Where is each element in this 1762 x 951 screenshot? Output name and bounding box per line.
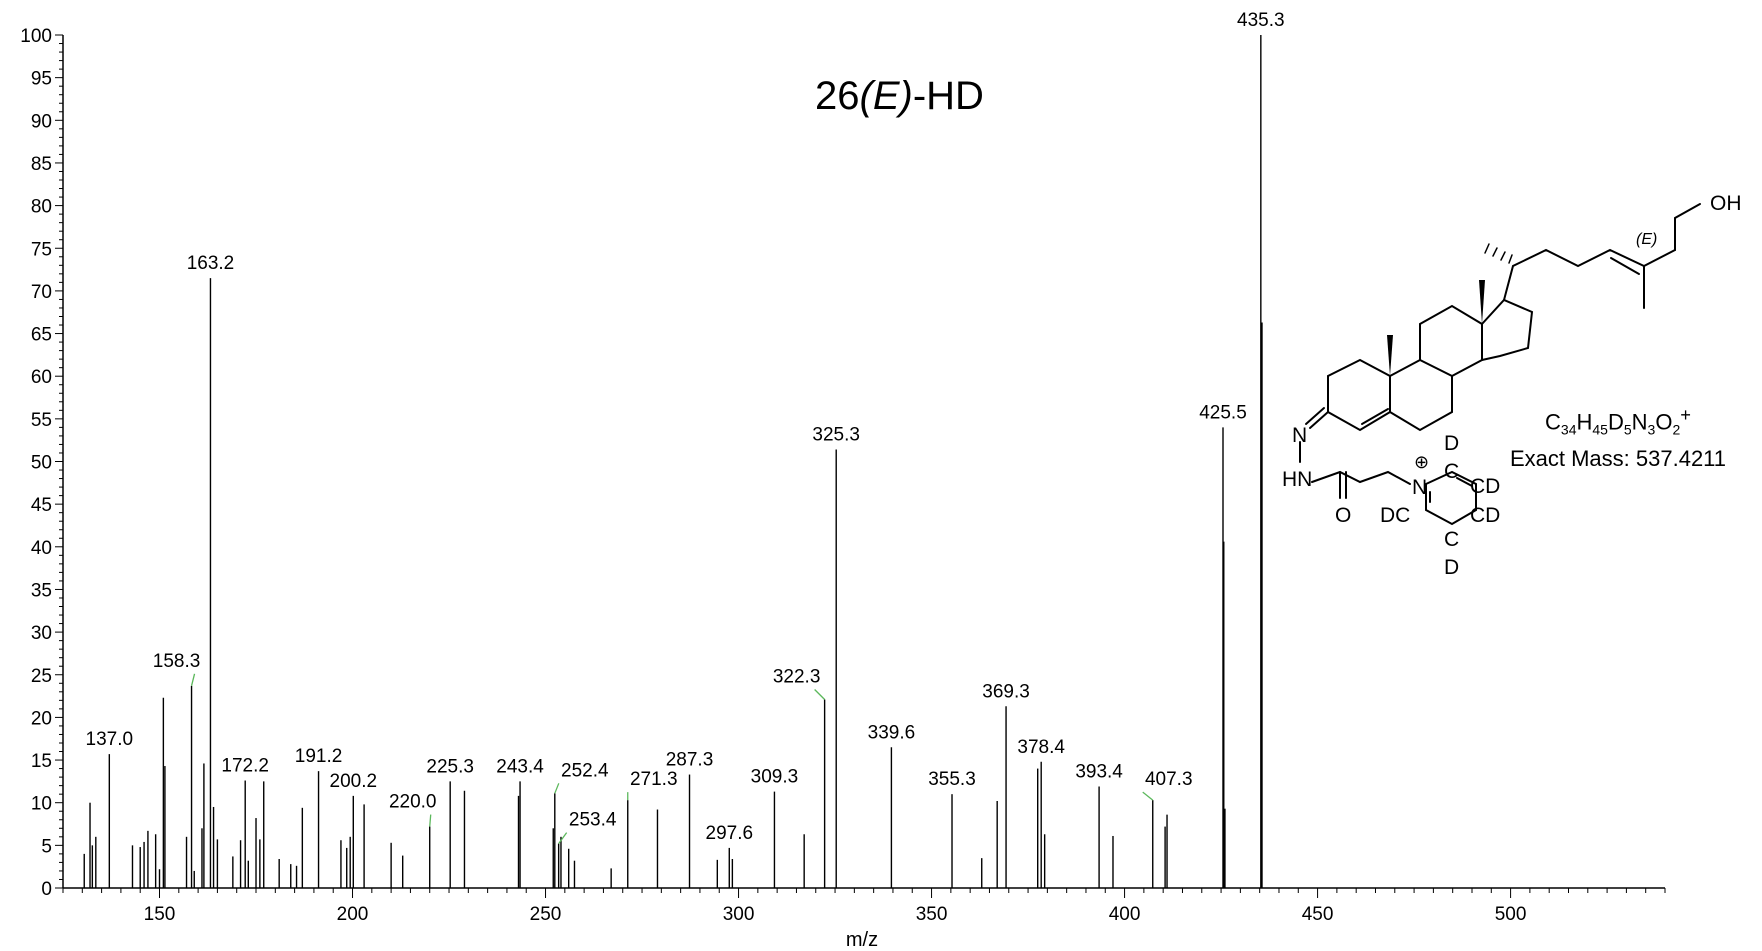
peak-label: 252.4 — [561, 760, 609, 781]
x-tick-label: 450 — [1302, 904, 1334, 925]
peak-label: 339.6 — [868, 722, 916, 743]
hydrazide-nh-label: HN — [1282, 468, 1312, 491]
peak-label: 271.3 — [630, 769, 678, 790]
molecule-structure-image: OH (E) N HN O N ⊕ C D CD CD DC C D — [1282, 192, 1742, 579]
label-leader-line — [814, 689, 826, 700]
pyridinium-n-label: N — [1412, 476, 1427, 499]
peak-label: 355.3 — [928, 769, 976, 790]
x-tick-label: 350 — [916, 904, 948, 925]
deuterium-top: D — [1444, 432, 1459, 455]
peak-label: 225.3 — [426, 756, 474, 777]
label-leader-line — [554, 783, 560, 794]
peak-label: 158.3 — [153, 651, 201, 672]
y-tick-label: 0 — [41, 879, 52, 900]
y-tick-label: 80 — [31, 197, 52, 218]
y-tick-label: 100 — [20, 26, 52, 47]
x-tick-label: 150 — [144, 904, 176, 925]
y-tick-label: 15 — [31, 751, 52, 772]
stereo-label: (E) — [1636, 231, 1657, 248]
y-tick-label: 10 — [31, 794, 52, 815]
y-tick-label: 60 — [31, 367, 52, 388]
imine-n-label: N — [1292, 424, 1307, 447]
y-tick-label: 5 — [41, 836, 52, 857]
peak-label: 369.3 — [982, 681, 1030, 702]
y-tick-label: 30 — [31, 623, 52, 644]
peak-label: 191.2 — [295, 746, 343, 767]
label-leader-line — [558, 832, 568, 845]
peak-label: 220.0 — [389, 792, 437, 813]
ring-c-bottom: C — [1444, 528, 1459, 551]
hydroxyl-label: OH — [1710, 192, 1742, 215]
y-tick-label: 70 — [31, 282, 52, 303]
y-tick-label: 90 — [31, 111, 52, 132]
peak-label: 393.4 — [1075, 761, 1123, 782]
peak-label: 435.3 — [1237, 10, 1285, 31]
label-leader-line — [429, 814, 432, 827]
peak-label: 407.3 — [1145, 769, 1193, 790]
y-tick-label: 75 — [31, 239, 52, 260]
x-tick-label: 500 — [1495, 904, 1527, 925]
peak-label: 172.2 — [221, 756, 269, 777]
peak-label: 253.4 — [569, 810, 617, 831]
label-leader-line — [190, 673, 196, 686]
y-tick-label: 40 — [31, 538, 52, 559]
y-tick-label: 55 — [31, 410, 52, 431]
x-tick-label: 200 — [337, 904, 369, 925]
peak-label: 378.4 — [1017, 737, 1065, 758]
y-tick-label: 20 — [31, 708, 52, 729]
formula-annotation: C34H45D5N3O2+ Exact Mass: 537.4211 — [1498, 404, 1738, 472]
y-tick-label: 85 — [31, 154, 52, 175]
peak-label: 200.2 — [330, 771, 378, 792]
charge-symbol: ⊕ — [1414, 452, 1429, 472]
peak-label: 322.3 — [773, 666, 821, 687]
x-tick-label: 300 — [723, 904, 755, 925]
ring-cd-upper: CD — [1470, 475, 1500, 498]
x-tick-label: 250 — [530, 904, 562, 925]
y-tick-label: 35 — [31, 580, 52, 601]
carbonyl-o-label: O — [1335, 504, 1351, 527]
x-axis-label: m/z — [846, 929, 878, 951]
peak-label: 137.0 — [86, 729, 134, 750]
ring-cd-lower: CD — [1470, 504, 1500, 527]
peak-label: 425.5 — [1199, 402, 1247, 423]
peak-label: 297.6 — [706, 823, 754, 844]
peak-label: 287.3 — [666, 750, 714, 771]
y-tick-label: 45 — [31, 495, 52, 516]
axes: 0 5 10 15 20 25 30 35 40 45 50 55 60 65 70 75 80 85 90 95 10… — [20, 26, 1666, 925]
y-tick-label: 95 — [31, 69, 52, 90]
peak-label: 325.3 — [812, 425, 860, 446]
y-tick-label: 65 — [31, 325, 52, 346]
peak-labels: 137.0 158.3 163.2 172.2 191.2 200.2 220.0 225.3… — [86, 10, 1285, 845]
deuterium-bottom: D — [1444, 556, 1459, 579]
spectrum-title: 26(E)-HD — [815, 74, 984, 118]
y-tick-label: 50 — [31, 453, 52, 474]
peak-label: 309.3 — [751, 767, 799, 788]
exact-mass: Exact Mass: 537.4211 — [1509, 445, 1727, 471]
ring-c-top: C — [1444, 460, 1459, 483]
y-tick-label: 25 — [31, 666, 52, 687]
peak-label: 243.4 — [496, 756, 544, 777]
peaks — [83, 35, 1263, 888]
x-tick-label: 400 — [1109, 904, 1141, 925]
ring-dc: DC — [1380, 504, 1410, 527]
peak-label: 163.2 — [187, 253, 235, 274]
label-leader-line — [1142, 791, 1154, 801]
molecular-formula: C34H45D5N3O2+ — [1545, 404, 1691, 438]
